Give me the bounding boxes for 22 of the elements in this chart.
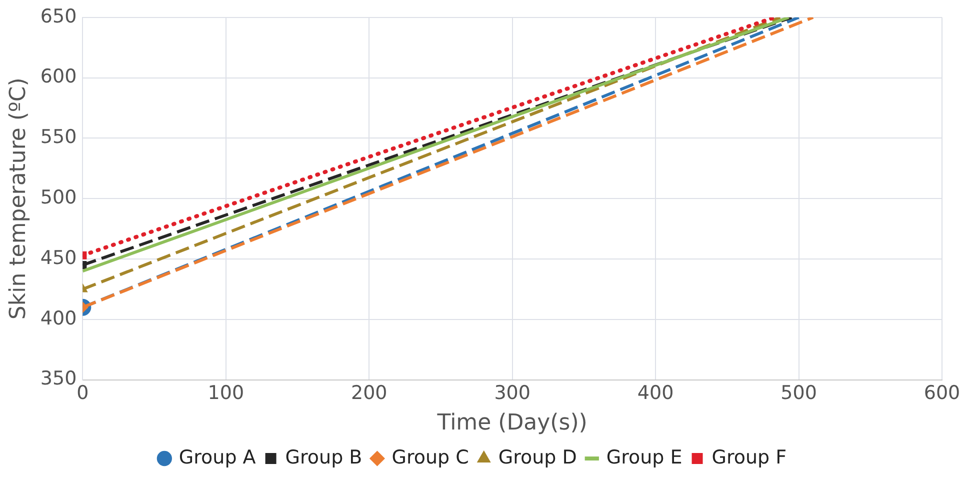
y-axis-title: Skin temperature (ºC) <box>6 78 31 320</box>
y-tick-label: 600 <box>40 66 77 88</box>
y-tick-label: 550 <box>40 126 77 148</box>
y-tick-label: 350 <box>40 368 77 390</box>
legend-label: Group E <box>606 446 682 468</box>
y-tick-label: 500 <box>40 186 77 209</box>
legend-label: Group C <box>392 446 469 468</box>
legend-label: Group B <box>285 446 362 468</box>
legend-label: Group D <box>498 446 577 468</box>
y-tick-label: 650 <box>40 5 77 28</box>
x-tick-label: 300 <box>494 382 530 404</box>
x-axis-title: Time (Day(s)) <box>436 410 588 436</box>
x-tick-label: 400 <box>637 382 674 404</box>
x-tick-label: 0 <box>76 382 89 404</box>
legend-label: Group F <box>712 446 787 468</box>
x-tick-label: 200 <box>350 382 388 404</box>
x-tick-label: 500 <box>780 382 817 404</box>
legend-label: Group A <box>178 446 256 468</box>
y-tick-label: 450 <box>40 246 77 269</box>
y-tick-label: 400 <box>40 307 77 330</box>
x-tick-label: 600 <box>924 382 960 404</box>
x-tick-label: 100 <box>208 382 244 404</box>
